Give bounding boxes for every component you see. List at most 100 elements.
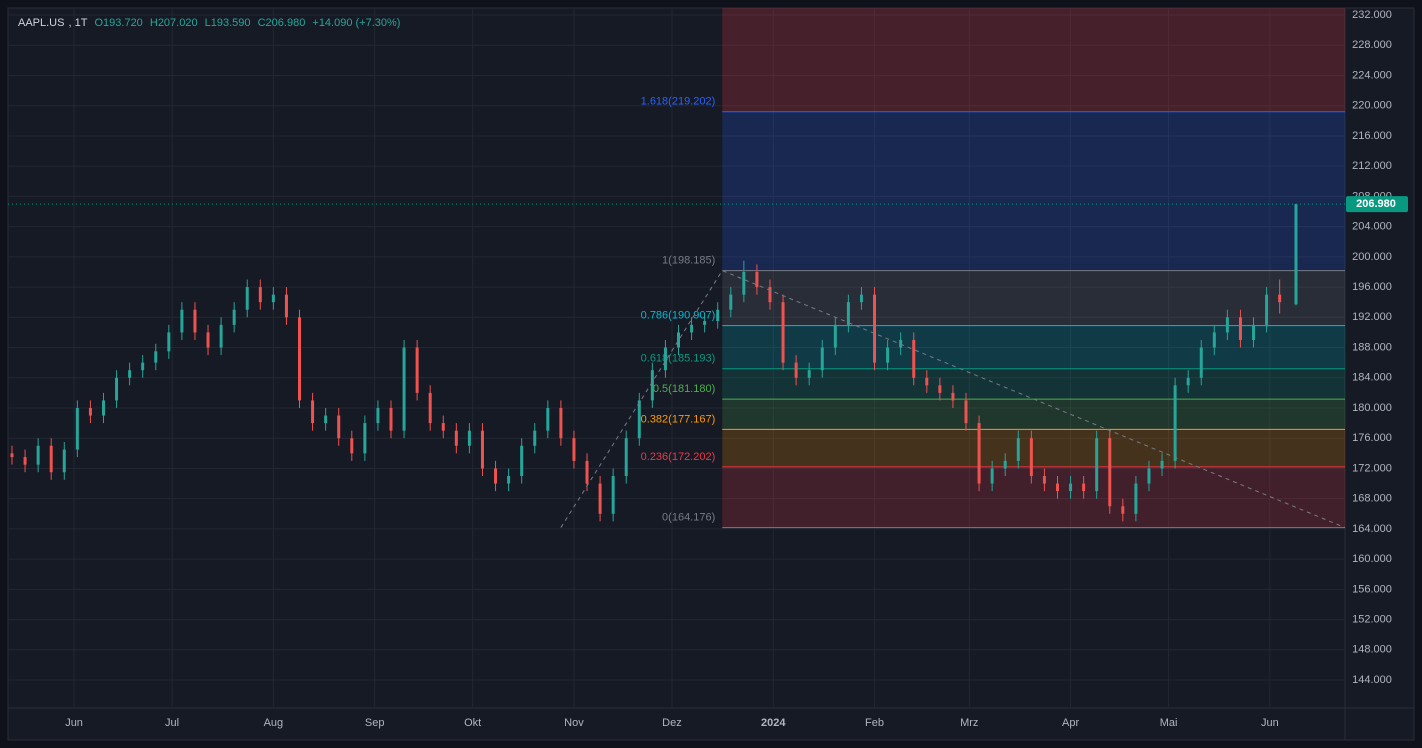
candle-body xyxy=(703,321,707,325)
candle-body xyxy=(768,287,772,303)
candle-body xyxy=(886,347,890,363)
candle-body xyxy=(1265,294,1269,325)
y-tick-label: 188.000 xyxy=(1352,341,1392,353)
candle-body xyxy=(350,438,354,454)
candle-body xyxy=(820,347,824,371)
candle-body xyxy=(1042,476,1046,484)
candle-body xyxy=(729,294,733,310)
candle-body xyxy=(742,271,746,295)
chart-frame xyxy=(7,7,1415,741)
candle-body xyxy=(1069,483,1073,492)
candle-body xyxy=(467,430,471,446)
y-tick-label: 232.000 xyxy=(1352,9,1392,21)
x-tick-label: Aug xyxy=(264,717,284,729)
candle-body xyxy=(36,445,40,465)
candle-body xyxy=(206,332,210,348)
candle-body xyxy=(1003,460,1007,469)
candle-body xyxy=(480,430,484,469)
x-tick-label: Mai xyxy=(1160,717,1178,729)
candle-body xyxy=(1225,317,1229,333)
candle-body xyxy=(1134,483,1138,514)
x-tick-label: Dez xyxy=(662,717,682,729)
y-tick-label: 216.000 xyxy=(1352,130,1392,142)
candle-body xyxy=(598,483,602,514)
candle-body xyxy=(271,294,275,303)
y-tick-label: 152.000 xyxy=(1352,613,1392,625)
y-tick-label: 148.000 xyxy=(1352,644,1392,656)
fib-band xyxy=(722,325,1345,369)
candle-body xyxy=(1029,438,1033,477)
candle-body xyxy=(128,370,132,378)
x-tick-label: Mrz xyxy=(960,717,978,729)
candle-body xyxy=(637,400,641,439)
candle-body xyxy=(690,324,694,333)
candle-body xyxy=(258,287,262,303)
x-tick-label: Sep xyxy=(365,717,385,729)
candle-body xyxy=(1147,468,1151,484)
candle-body xyxy=(219,324,223,348)
y-tick-label: 196.000 xyxy=(1352,281,1392,293)
x-tick-label: Apr xyxy=(1062,717,1079,729)
x-tick-label: Nov xyxy=(564,717,584,729)
ohlc-open: O193.720 xyxy=(94,17,143,29)
y-tick-label: 204.000 xyxy=(1352,221,1392,233)
candle-body xyxy=(75,407,79,450)
fib-level-label: 0.236(172.202) xyxy=(641,451,716,463)
candle-body xyxy=(1108,438,1112,507)
candle-body xyxy=(1082,483,1086,492)
x-tick-label: Jun xyxy=(65,717,83,729)
candle-body xyxy=(101,400,105,416)
y-tick-label: 168.000 xyxy=(1352,493,1392,505)
candle-body xyxy=(520,445,524,477)
candle-body xyxy=(546,407,550,431)
candle-body xyxy=(298,317,302,401)
fib-band xyxy=(722,270,1345,326)
x-tick-label: Jun xyxy=(1261,717,1279,729)
candle-body xyxy=(1199,347,1203,378)
candle-body xyxy=(977,423,981,484)
ohlc-close: C206.980 xyxy=(257,17,306,29)
y-tick-label: 200.000 xyxy=(1352,251,1392,263)
candle-body xyxy=(284,294,288,318)
y-tick-label: 184.000 xyxy=(1352,372,1392,384)
candle-body xyxy=(428,392,432,424)
y-tick-label: 212.000 xyxy=(1352,160,1392,172)
candle-body xyxy=(559,407,563,439)
last-price-box xyxy=(1346,196,1408,213)
ohlc-change: +14.090 (+7.30%) xyxy=(312,17,401,29)
candle-body xyxy=(677,332,680,348)
candle-body xyxy=(1095,438,1099,492)
candle-body xyxy=(1212,332,1216,348)
candle-body xyxy=(1186,377,1190,386)
y-tick-label: 224.000 xyxy=(1352,69,1392,81)
candle-body xyxy=(1160,460,1164,469)
candle-body xyxy=(389,407,393,431)
x-tick-label: Jul xyxy=(165,717,179,729)
y-tick-label: 164.000 xyxy=(1352,523,1392,535)
candle-body xyxy=(441,423,445,431)
candle-body xyxy=(585,460,589,484)
candle-body xyxy=(964,400,968,424)
candle-body xyxy=(167,332,171,352)
candle-body xyxy=(494,468,498,484)
y-tick-label: 176.000 xyxy=(1352,432,1392,444)
candle-body xyxy=(141,362,145,371)
candle-body xyxy=(415,347,419,393)
ohlc-low: L193.590 xyxy=(204,17,251,29)
candle-body xyxy=(62,449,66,473)
candle-body xyxy=(1252,324,1256,340)
y-tick-label: 156.000 xyxy=(1352,583,1392,595)
candle-body xyxy=(507,476,511,484)
symbol: AAPL.US xyxy=(18,17,65,29)
candle-body xyxy=(624,438,628,477)
y-tick-label: 144.000 xyxy=(1352,674,1392,686)
candle-body xyxy=(49,445,53,473)
y-tick-label: 220.000 xyxy=(1352,100,1392,112)
candle-body xyxy=(990,468,994,484)
fib-level-label: 1(198.185) xyxy=(662,254,715,266)
fib-trend-line xyxy=(560,269,1346,529)
candle-body xyxy=(245,287,249,310)
candle-body xyxy=(533,430,537,446)
candle-body xyxy=(23,457,27,465)
